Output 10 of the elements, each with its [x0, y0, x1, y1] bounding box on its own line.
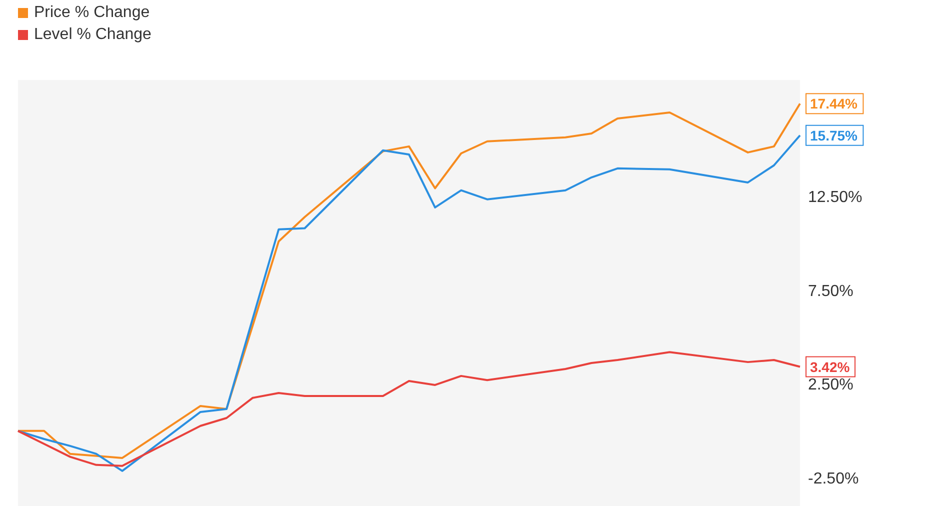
legend-label: Level % Change	[34, 26, 152, 44]
y-tick-label: 2.50%	[808, 376, 854, 394]
y-tick-label: 7.50%	[808, 282, 854, 300]
data-label: 17.44%	[810, 96, 858, 112]
data-label: 15.75%	[810, 127, 858, 144]
data-label: 3.42%	[810, 358, 850, 375]
legend-label: Price % Change	[34, 4, 150, 22]
y-tick-label: -2.50%	[808, 470, 859, 488]
y-tick-label: 12.50%	[808, 189, 862, 206]
line-series	[17, 351, 801, 467]
